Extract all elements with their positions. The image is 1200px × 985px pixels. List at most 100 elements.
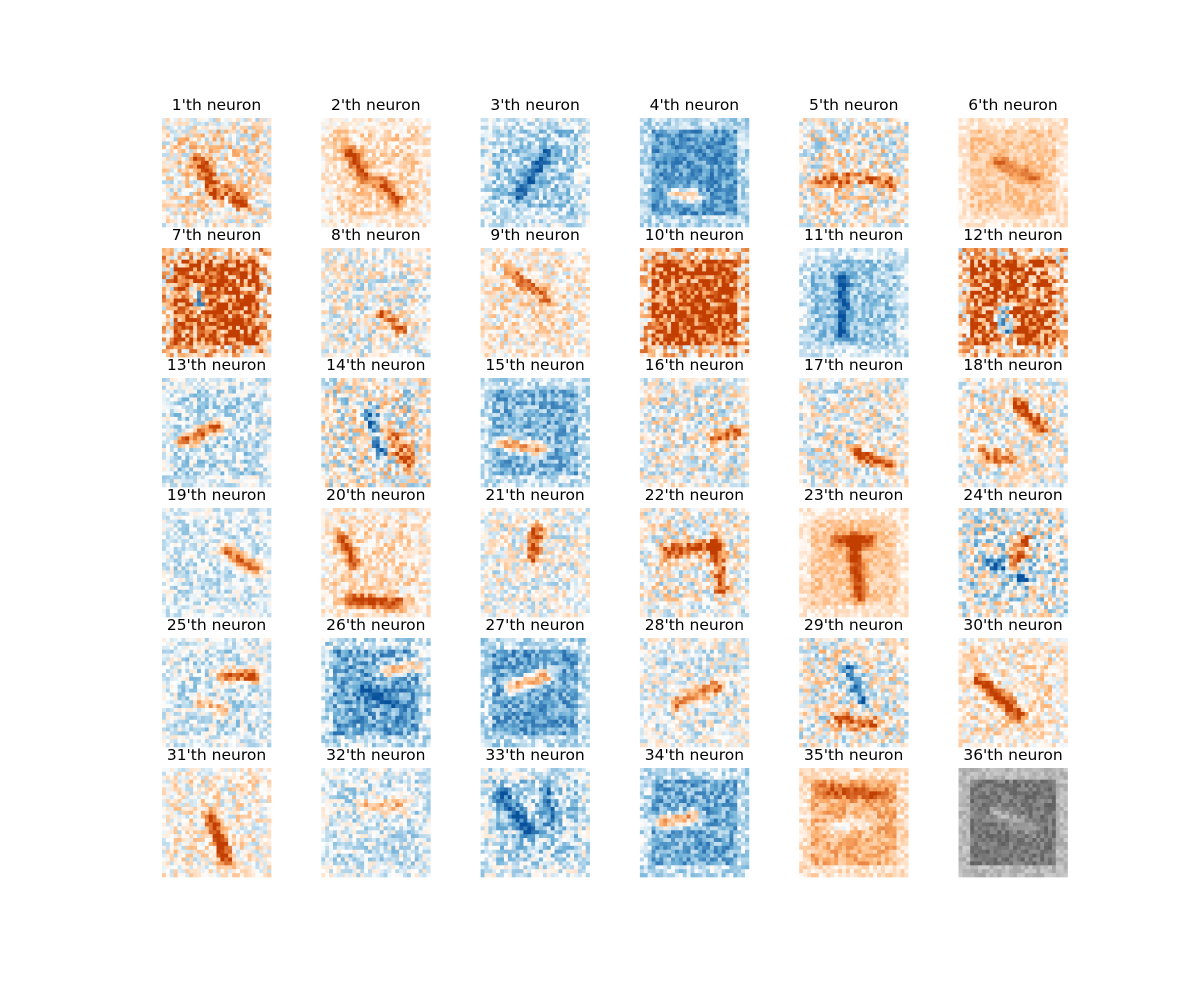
heatmap-pixel	[674, 156, 680, 162]
heatmap-pixel	[496, 160, 501, 166]
heatmap-pixel	[329, 164, 334, 169]
heatmap-pixel	[678, 153, 684, 158]
heatmap-pixel	[263, 215, 268, 220]
heatmap-pixel	[426, 195, 431, 201]
heatmap-pixel	[686, 195, 691, 201]
heatmap-pixel	[406, 215, 412, 220]
heatmap-pixel	[1044, 184, 1049, 189]
heatmap-pixel	[655, 160, 660, 166]
heatmap-pixel	[651, 145, 656, 150]
heatmap-pixel	[1013, 141, 1018, 146]
heatmap-pixel	[877, 121, 882, 127]
heatmap-pixel	[861, 195, 866, 201]
heatmap-pixel	[958, 219, 963, 224]
heatmap-pixel	[247, 118, 252, 123]
heatmap-pixel	[674, 168, 680, 173]
heatmap-pixel	[717, 176, 722, 181]
heatmap-pixel	[826, 125, 831, 131]
heatmap-pixel	[197, 248, 202, 253]
heatmap-pixel	[169, 149, 175, 154]
heatmap-pixel	[1005, 118, 1010, 123]
heatmap-pixel	[686, 153, 691, 158]
heatmap-pixel	[581, 176, 587, 181]
heatmap-pixel	[1005, 156, 1010, 162]
heatmap-pixel	[962, 191, 967, 197]
heatmap-pixel	[974, 191, 979, 197]
heatmap-pixel	[574, 184, 579, 189]
heatmap-pixel	[1013, 164, 1018, 169]
heatmap-pixel	[243, 275, 248, 280]
heatmap-pixel	[873, 121, 878, 127]
heatmap-pixel	[267, 137, 272, 142]
heatmap-pixel	[418, 207, 423, 212]
heatmap-pixel	[873, 172, 878, 177]
heatmap-pixel	[1036, 219, 1041, 224]
heatmap-pixel	[523, 164, 528, 169]
heatmap-pixel	[204, 180, 210, 185]
heatmap-pixel	[869, 199, 874, 204]
heatmap-pixel	[251, 191, 256, 197]
heatmap-pixel	[406, 149, 412, 154]
heatmap-pixel	[818, 129, 823, 134]
heatmap-pixel	[247, 207, 252, 212]
heatmap-pixel	[216, 133, 221, 138]
heatmap-pixel	[235, 251, 241, 257]
heatmap-pixel	[197, 129, 202, 134]
heatmap-pixel	[414, 118, 419, 123]
heatmap-pixel	[177, 203, 182, 208]
heatmap-pixel	[336, 141, 342, 146]
heatmap-pixel	[422, 172, 427, 177]
heatmap-pixel	[896, 153, 901, 158]
heatmap-pixel	[900, 199, 905, 204]
heatmap-pixel	[527, 168, 532, 173]
heatmap-pixel	[733, 168, 738, 173]
heatmap-pixel	[845, 199, 851, 204]
heatmap-pixel	[1020, 168, 1026, 173]
heatmap-pixel	[803, 153, 808, 158]
heatmap-pixel	[492, 188, 497, 193]
heatmap-pixel	[259, 168, 264, 173]
heatmap-pixel	[488, 168, 493, 173]
heatmap-pixel	[745, 129, 750, 134]
weight-heatmap	[799, 118, 909, 228]
heatmap-pixel	[570, 137, 575, 142]
heatmap-pixel	[321, 188, 326, 193]
heatmap-pixel	[826, 156, 831, 162]
heatmap-pixel	[977, 203, 983, 208]
heatmap-pixel	[698, 180, 703, 185]
heatmap-pixel	[426, 203, 431, 208]
heatmap-pixel	[204, 121, 210, 127]
heatmap-pixel	[519, 195, 524, 201]
heatmap-pixel	[1005, 129, 1010, 134]
heatmap-pixel	[216, 215, 221, 220]
heatmap-pixel	[375, 184, 381, 189]
heatmap-pixel	[671, 156, 676, 162]
heatmap-pixel	[348, 223, 353, 228]
heatmap-pixel	[535, 203, 540, 208]
heatmap-pixel	[869, 118, 874, 123]
heatmap-pixel	[352, 141, 357, 146]
heatmap-pixel	[173, 129, 178, 134]
heatmap-pixel	[694, 172, 699, 177]
heatmap-pixel	[519, 125, 524, 131]
heatmap-pixel	[255, 188, 260, 193]
heatmap-pixel	[259, 207, 264, 212]
heatmap-pixel	[1016, 125, 1022, 131]
heatmap-pixel	[193, 176, 198, 181]
heatmap-pixel	[877, 118, 882, 123]
heatmap-pixel	[259, 160, 264, 166]
heatmap-pixel	[368, 153, 373, 158]
heatmap-pixel	[966, 203, 971, 208]
heatmap-pixel	[507, 168, 513, 173]
heatmap-pixel	[189, 133, 194, 138]
heatmap-pixel	[418, 149, 423, 154]
heatmap-pixel	[822, 133, 827, 138]
heatmap-pixel	[181, 195, 186, 201]
heatmap-pixel	[880, 191, 886, 197]
heatmap-pixel	[694, 195, 699, 201]
heatmap-pixel	[686, 172, 691, 177]
heatmap-pixel	[348, 199, 353, 204]
heatmap-pixel	[193, 118, 198, 123]
heatmap-pixel	[523, 195, 528, 201]
heatmap-pixel	[577, 121, 583, 127]
